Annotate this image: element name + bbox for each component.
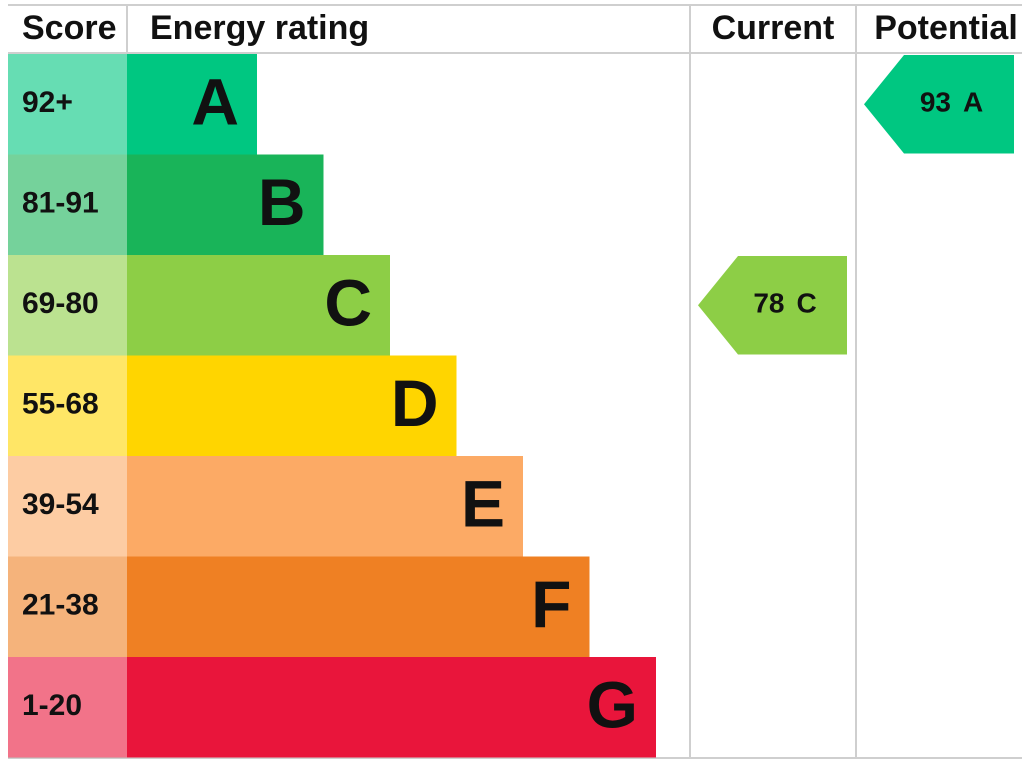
band-letter: G — [587, 668, 638, 742]
band-bar — [127, 54, 257, 155]
band-score: 1-20 — [22, 689, 82, 722]
band-letter: A — [191, 65, 239, 139]
band-bar — [127, 657, 656, 758]
score-cell — [8, 355, 127, 456]
band-bar — [127, 556, 590, 657]
band-bar — [127, 255, 390, 356]
header-current: Current — [712, 9, 835, 47]
band-letter: E — [461, 467, 505, 541]
current-letter: C — [797, 288, 817, 319]
header-score: Score — [22, 9, 117, 47]
potential-letter: A — [963, 87, 983, 118]
band-score: 21-38 — [22, 589, 99, 622]
header-rating: Energy rating — [150, 9, 369, 47]
band-score: 69-80 — [22, 287, 99, 320]
band-score: 81-91 — [22, 187, 99, 220]
band-letter: D — [391, 366, 439, 440]
current-arrow — [698, 256, 847, 355]
band-score: 39-54 — [22, 488, 99, 521]
potential-score: 93 — [920, 87, 951, 118]
band-score: 92+ — [22, 86, 73, 119]
band-bar — [127, 355, 457, 456]
band-letter: C — [324, 266, 372, 340]
score-cell — [8, 255, 127, 356]
band-letter: F — [531, 567, 571, 641]
score-cell — [8, 556, 127, 657]
band-bar — [127, 154, 324, 255]
potential-arrow — [864, 55, 1014, 154]
score-cell — [8, 657, 127, 758]
band-bar — [127, 456, 523, 557]
score-cell — [8, 456, 127, 557]
score-cell — [8, 54, 127, 155]
current-score: 78 — [753, 288, 784, 319]
band-score: 55-68 — [22, 388, 99, 421]
header-potential: Potential — [874, 9, 1018, 47]
band-letter: B — [258, 165, 306, 239]
score-cell — [8, 154, 127, 255]
